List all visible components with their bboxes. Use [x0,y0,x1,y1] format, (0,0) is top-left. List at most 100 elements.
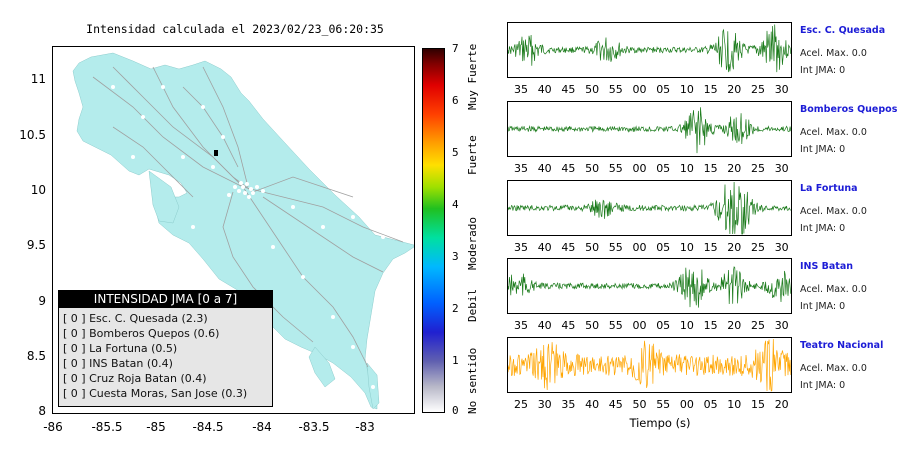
time-tick-label: 35 [514,319,528,332]
colorbar-tick: 6 [452,94,459,107]
time-tick-label: 15 [703,83,718,96]
intensity-colorbar [422,48,445,413]
time-tick-label: 15 [751,398,765,411]
x-tick-label: -83.5 [298,420,330,434]
time-tick-label: 20 [727,83,742,96]
station-name[interactable]: Teatro Nacional [800,340,884,351]
time-tick-label: 20 [727,241,742,254]
station-max-accel: Acel. Max. 0.0 [800,206,867,217]
costa-rica-map-svg [72,52,414,410]
time-tick-label: 30 [537,398,552,411]
time-tick-label: 30 [774,83,789,96]
station-max-accel: Acel. Max. 0.0 [800,48,867,59]
time-tick-label: 50 [632,398,647,411]
legend-item[interactable]: [ 0 ] La Fortuna (0.5) [63,342,178,355]
time-tick-label: 20 [727,319,742,332]
time-tick-label: 40 [537,162,552,175]
y-tick-label: 9.5 [26,238,46,252]
waveform-time-axis: 35 40 45 50 55 00 05 10 15 20 25 30 [507,162,792,176]
time-tick-label: 45 [561,319,576,332]
time-tick-label: 25 [751,319,765,332]
waveform-panel[interactable] [507,258,792,314]
time-tick-label: 00 [632,319,647,332]
legend-item[interactable]: [ 0 ] Esc. C. Quesada (2.3) [63,312,208,325]
station-jma-intensity: Int JMA: 0 [800,65,846,76]
time-tick-label: 55 [656,398,671,411]
colorbar-tick: 3 [452,250,459,263]
time-tick-label: 40 [537,319,552,332]
legend-item[interactable]: [ 0 ] Bomberos Quepos (0.6) [63,327,220,340]
time-tick-label: 50 [585,162,600,175]
waveform-time-axis: 25 30 35 40 45 50 55 00 05 10 15 20 [507,398,792,412]
waveform-trace [508,24,791,73]
station-jma-intensity: Int JMA: 0 [800,380,846,391]
y-tick-label: 11 [30,72,46,86]
time-tick-label: 05 [703,398,718,411]
station-jma-intensity: Int JMA: 0 [800,144,846,155]
time-tick-label: 05 [656,83,671,96]
time-tick-label: 55 [608,83,623,96]
colorbar-tick: 5 [452,146,459,159]
stations-cluster [111,85,385,389]
legend-item[interactable]: [ 0 ] Cuesta Moras, San Jose (0.3) [63,387,248,400]
waveform-panel[interactable] [507,101,792,157]
station-name[interactable]: Bomberos Quepos [800,104,898,115]
station-name[interactable]: La Fortuna [800,183,858,194]
legend-item[interactable]: [ 0 ] Cruz Roja Batan (0.4) [63,372,207,385]
station-jma-intensity: Int JMA: 0 [800,301,846,312]
time-tick-label: 10 [679,162,694,175]
time-tick-label: 35 [561,398,576,411]
colorbar-tick: 7 [452,42,459,55]
legend-header: INTENSIDAD JMA [0 a 7] [59,291,272,308]
colorbar-category: No sentido [466,347,479,414]
time-tick-label: 05 [656,241,671,254]
waveform-trace [508,181,791,235]
waveform-panel[interactable] [507,337,792,393]
colorbar-tick: 4 [452,198,459,211]
time-tick-label: 55 [608,319,623,332]
y-tick-label: 9 [38,294,46,308]
time-tick-label: 35 [514,83,528,96]
colorbar-tick: 0 [452,404,459,417]
waveform-trace [508,266,791,308]
waveform-panel[interactable] [507,22,792,78]
map-title: Intensidad calculada el 2023/02/23_06:20… [86,22,384,36]
x-tick-label: -84 [252,420,272,434]
colorbar-category: Debil [466,288,479,322]
colorbar-tick: 2 [452,302,459,315]
x-tick-label: -86 [43,420,63,434]
colorbar-category: Fuerte [466,135,479,175]
nicoya-detail [148,170,180,224]
time-tick-label: 05 [656,162,671,175]
station-name[interactable]: Esc. C. Quesada [800,25,886,36]
epicenter-marker [214,150,218,156]
waveform-time-axis: 35 40 45 50 55 00 05 10 15 20 25 30 [507,319,792,333]
time-tick-label: 50 [585,241,600,254]
time-tick-label: 15 [703,241,718,254]
time-tick-label: 40 [537,241,552,254]
time-tick-label: 10 [679,319,694,332]
y-tick-label: 10.5 [19,128,46,142]
station-name[interactable]: INS Batan [800,261,854,272]
colorbar-category: Moderado [466,217,479,270]
y-tick-label: 8 [38,404,46,418]
time-tick-label: 25 [514,398,528,411]
time-tick-label: 35 [514,162,528,175]
time-tick-label: 45 [561,83,576,96]
y-tick-label: 10 [30,183,46,197]
time-tick-label: 55 [608,162,623,175]
colorbar-category: Muy Fuerte [466,43,479,110]
time-tick-label: 30 [774,319,789,332]
time-tick-label: 00 [632,241,647,254]
time-tick-label: 30 [774,241,789,254]
time-tick-label: 00 [632,83,647,96]
station-jma-intensity: Int JMA: 0 [800,223,846,234]
legend-item[interactable]: [ 0 ] INS Batan (0.4) [63,357,173,370]
waveform-panel[interactable] [507,180,792,236]
time-axis-label: Tiempo (s) [629,416,691,430]
time-tick-label: 05 [656,319,671,332]
station-max-accel: Acel. Max. 0.0 [800,284,867,295]
time-tick-label: 50 [585,83,600,96]
waveform-trace [508,107,791,154]
time-tick-label: 20 [774,398,789,411]
